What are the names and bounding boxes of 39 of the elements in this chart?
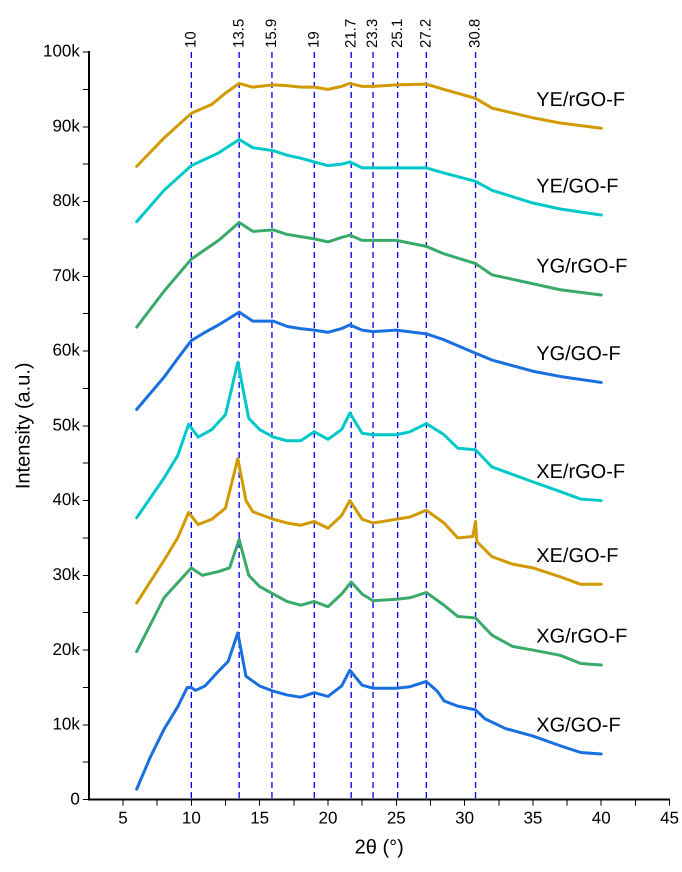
y-tick-label: 10k xyxy=(52,714,80,734)
y-tick-label: 100k xyxy=(42,42,80,61)
x-tick-label: 20 xyxy=(318,808,338,828)
ref-line-label: 10 xyxy=(182,31,200,48)
y-tick-label: 30k xyxy=(52,565,80,584)
x-tick-label: 40 xyxy=(592,808,611,828)
x-tick-label: 25 xyxy=(386,808,406,828)
y-tick-label: 20k xyxy=(52,640,80,659)
y-tick-label: 60k xyxy=(52,340,80,360)
ref-line-label: 15.9 xyxy=(263,18,280,48)
ref-line-label: 25.1 xyxy=(388,18,406,48)
series-label: XG/GO-F xyxy=(536,714,621,737)
y-tick-label: 50k xyxy=(52,415,80,434)
series-label: YE/GO-F xyxy=(536,175,618,198)
y-tick-label: 70k xyxy=(52,266,80,285)
series-label: XE/rGO-F xyxy=(536,461,626,484)
ref-line-label: 23.3 xyxy=(364,18,382,48)
y-tick-label: 0 xyxy=(70,789,80,808)
series-label: XG/rGO-F xyxy=(536,626,628,648)
series-label: YE/rGO-F xyxy=(536,88,626,111)
ref-line-label: 30.8 xyxy=(466,18,484,48)
x-axis-title: 2θ (°) xyxy=(354,836,404,859)
ref-line-label: 27.2 xyxy=(417,18,434,48)
x-tick-label: 10 xyxy=(182,808,201,828)
y-tick-label: 40k xyxy=(52,490,80,510)
ref-line-label: 13.5 xyxy=(230,18,248,48)
series-label: YG/rGO-F xyxy=(536,255,628,278)
y-tick-label: 90k xyxy=(52,116,80,136)
y-axis-title: Intensity (a.u.) xyxy=(12,362,35,490)
ref-line-label: 21.7 xyxy=(342,18,360,48)
series-label: XE/GO-F xyxy=(536,544,618,567)
series-label: YG/GO-F xyxy=(536,342,621,365)
x-tick-label: 30 xyxy=(455,808,474,828)
x-tick-label: 45 xyxy=(660,808,680,828)
y-tick-label: 80k xyxy=(52,191,80,210)
ref-line-label: 19 xyxy=(305,31,322,48)
x-tick-label: 5 xyxy=(118,808,128,828)
x-tick-label: 35 xyxy=(523,808,542,828)
x-tick-label: 15 xyxy=(250,808,270,828)
